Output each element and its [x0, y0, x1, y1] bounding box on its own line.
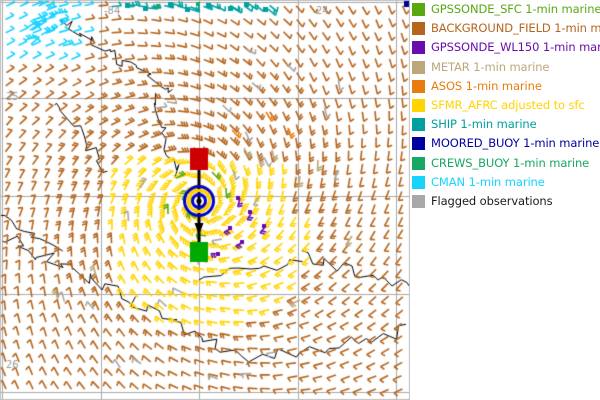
wind-barb-map-canvas[interactable]	[0, 0, 410, 400]
legend-item[interactable]: SFMR_AFRC adjusted to sfc	[410, 96, 600, 115]
legend-color-swatch	[412, 99, 425, 113]
legend-color-swatch	[412, 41, 425, 55]
legend-item[interactable]: GPSSONDE_SFC 1-min marine	[410, 0, 600, 19]
legend-item[interactable]: BACKGROUND_FIELD 1-min m	[410, 19, 600, 38]
legend-item-label: BACKGROUND_FIELD 1-min m	[431, 21, 600, 36]
legend-item-label: GPSSONDE_SFC 1-min marine	[431, 2, 600, 17]
legend-item[interactable]: Flagged observations	[410, 192, 600, 211]
legend-panel: GPSSONDE_SFC 1-min marine BACKGROUND_FIEL…	[410, 0, 600, 400]
legend-item[interactable]: CREWS_BUOY 1-min marine	[410, 154, 600, 173]
legend-item[interactable]: GPSSONDE_WL150 1-min mar	[410, 38, 600, 57]
legend-item-label: METAR 1-min marine	[431, 59, 550, 74]
legend-color-swatch	[412, 79, 425, 93]
legend-item-label: GPSSONDE_WL150 1-min mar	[431, 40, 600, 55]
legend-item-label: Flagged observations	[431, 193, 553, 208]
legend-color-swatch	[412, 3, 425, 17]
map-panel[interactable]	[0, 0, 410, 400]
legend-color-swatch	[412, 60, 425, 74]
legend-item[interactable]: MOORED_BUOY 1-min marine	[410, 134, 600, 153]
legend-color-swatch	[412, 118, 425, 132]
legend-item-label: CREWS_BUOY 1-min marine	[431, 155, 590, 170]
legend-item-label: MOORED_BUOY 1-min marine	[431, 136, 600, 151]
legend-item-label: CMAN 1-min marine	[431, 174, 545, 189]
legend-item-label: SFMR_AFRC adjusted to sfc	[431, 98, 585, 113]
legend-item[interactable]: SHIP 1-min marine	[410, 115, 600, 134]
legend-item[interactable]: CMAN 1-min marine	[410, 173, 600, 192]
legend-color-swatch	[412, 194, 425, 208]
legend-item-label: SHIP 1-min marine	[431, 117, 537, 132]
legend-item[interactable]: ASOS 1-min marine	[410, 77, 600, 96]
legend-color-swatch	[412, 137, 425, 151]
legend-item[interactable]: METAR 1-min marine	[410, 58, 600, 77]
legend-item-label: ASOS 1-min marine	[431, 78, 542, 93]
legend-color-swatch	[412, 22, 425, 36]
legend-color-swatch	[412, 175, 425, 189]
legend-color-swatch	[412, 156, 425, 170]
